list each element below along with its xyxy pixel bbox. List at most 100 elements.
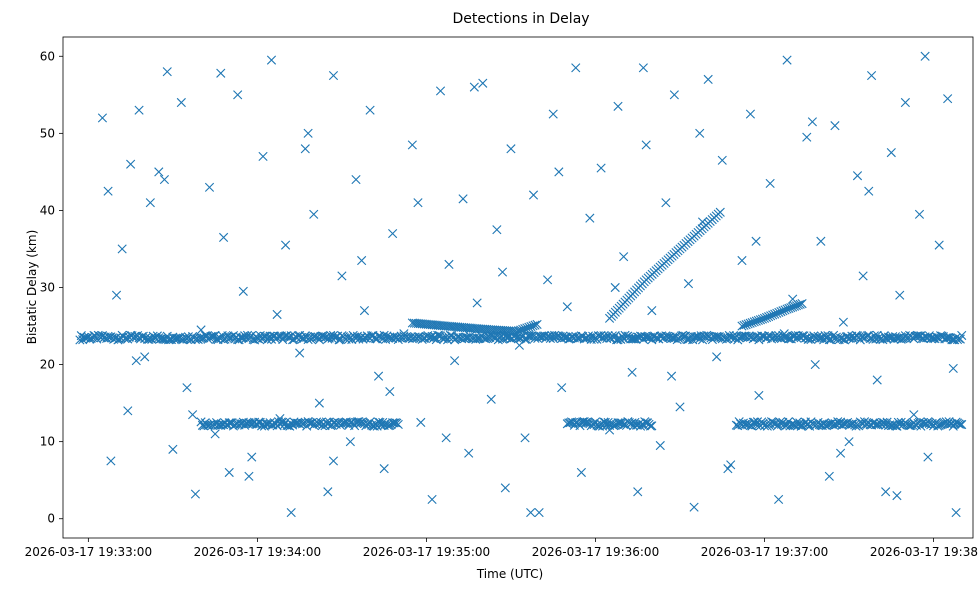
data-point-1248 bbox=[881, 487, 891, 497]
data-point-1151 bbox=[154, 167, 164, 177]
data-point-827 bbox=[645, 421, 656, 431]
data-point-1174 bbox=[323, 487, 333, 497]
data-point-1223 bbox=[689, 502, 699, 512]
data-point-988 bbox=[955, 419, 965, 430]
data-point-1260 bbox=[159, 175, 170, 185]
data-point-1227 bbox=[717, 155, 727, 165]
data-point-1172 bbox=[309, 209, 319, 219]
data-point-48 bbox=[142, 334, 153, 344]
data-point-1244 bbox=[852, 171, 863, 181]
data-point-1153 bbox=[168, 444, 178, 454]
data-point-1203 bbox=[542, 275, 553, 285]
data-point-1205 bbox=[557, 383, 567, 393]
data-point-45 bbox=[138, 331, 148, 341]
data-point-1163 bbox=[238, 286, 248, 296]
data-point-317 bbox=[521, 334, 532, 344]
data-point-1232 bbox=[765, 178, 775, 189]
data-point-1206 bbox=[562, 302, 572, 312]
data-point-844 bbox=[752, 417, 763, 427]
data-point-509 bbox=[792, 333, 802, 343]
data-point-1084 bbox=[797, 299, 807, 309]
data-point-1197 bbox=[500, 483, 510, 493]
data-point-461 bbox=[724, 330, 734, 341]
data-point-1287 bbox=[920, 51, 930, 61]
data-point-1269 bbox=[413, 198, 423, 208]
y-tick-label-3: 30 bbox=[40, 281, 55, 295]
data-point-119 bbox=[242, 330, 253, 340]
data-point-1272 bbox=[497, 267, 508, 277]
data-point-1238 bbox=[810, 359, 820, 370]
data-point-386 bbox=[619, 333, 629, 344]
data-point-1278 bbox=[666, 371, 677, 381]
data-point-1283 bbox=[807, 117, 818, 127]
data-point-1241 bbox=[830, 121, 840, 131]
y-axis-ticks: 0 10 20 30 40 50 60 bbox=[40, 49, 63, 526]
data-point-1213 bbox=[619, 252, 629, 262]
data-point-1180 bbox=[365, 105, 375, 115]
data-point-615 bbox=[941, 333, 951, 343]
data-point-1245 bbox=[858, 271, 868, 281]
data-point-1182 bbox=[379, 464, 389, 474]
data-point-1262 bbox=[216, 68, 226, 78]
data-point-1263 bbox=[244, 471, 254, 481]
data-point-1253 bbox=[914, 209, 925, 219]
data-point-1279 bbox=[695, 128, 705, 138]
data-point-1165 bbox=[258, 151, 268, 162]
data-point-1217 bbox=[647, 306, 657, 316]
data-point-1177 bbox=[345, 437, 355, 447]
data-point-1216 bbox=[641, 140, 651, 150]
data-point-1255 bbox=[934, 240, 944, 250]
y-tick-label-0: 0 bbox=[47, 512, 55, 526]
data-point-535 bbox=[828, 330, 839, 340]
data-point-1280 bbox=[723, 464, 733, 474]
data-point-1164 bbox=[247, 452, 257, 462]
data-point-1146 bbox=[123, 406, 133, 416]
data-point-1228 bbox=[726, 460, 736, 470]
data-point-1143 bbox=[106, 456, 116, 466]
data-point-1155 bbox=[182, 383, 192, 393]
data-point-824 bbox=[641, 418, 651, 428]
data-point-804 bbox=[613, 418, 623, 428]
data-point-626 bbox=[957, 330, 967, 341]
data-point-929 bbox=[872, 419, 882, 430]
data-point-1142 bbox=[97, 113, 108, 123]
data-point-765 bbox=[390, 418, 401, 428]
data-point-842 bbox=[750, 417, 760, 427]
data-point-1167 bbox=[275, 413, 285, 424]
data-point-396 bbox=[633, 332, 643, 342]
data-point-1266 bbox=[328, 456, 339, 466]
y-tick-label-4: 40 bbox=[40, 203, 55, 217]
data-point-1170 bbox=[295, 348, 305, 358]
data-point-1149 bbox=[140, 352, 150, 362]
data-point-1275 bbox=[582, 417, 592, 427]
data-point-767 bbox=[393, 419, 403, 430]
data-point-1186 bbox=[416, 417, 426, 427]
data-point-1189 bbox=[444, 259, 454, 269]
data-point-1185 bbox=[407, 140, 417, 150]
data-point-1196 bbox=[492, 225, 502, 235]
data-point-886 bbox=[812, 420, 822, 430]
data-point-835 bbox=[740, 419, 750, 429]
data-point-1192 bbox=[464, 448, 474, 458]
data-point-989 bbox=[957, 419, 967, 430]
data-point-1179 bbox=[359, 306, 370, 316]
data-point-795 bbox=[600, 417, 610, 428]
data-point-1252 bbox=[909, 410, 919, 420]
data-point-203 bbox=[361, 333, 371, 343]
data-point-555 bbox=[857, 332, 867, 342]
data-point-1218 bbox=[655, 440, 665, 451]
data-point-148 bbox=[283, 332, 293, 342]
data-point-1204 bbox=[548, 109, 558, 119]
data-point-63 bbox=[164, 335, 174, 345]
data-point-760 bbox=[383, 421, 393, 431]
data-point-1286 bbox=[892, 491, 902, 501]
data-point-135 bbox=[265, 331, 275, 341]
data-point-440 bbox=[695, 334, 705, 344]
data-point-963 bbox=[920, 419, 930, 429]
data-point-521 bbox=[809, 331, 819, 341]
data-point-1148 bbox=[134, 105, 144, 115]
data-point-1168 bbox=[280, 240, 291, 250]
data-point-275 bbox=[462, 333, 472, 343]
data-point-503 bbox=[783, 334, 794, 344]
data-point-1229 bbox=[737, 255, 747, 266]
